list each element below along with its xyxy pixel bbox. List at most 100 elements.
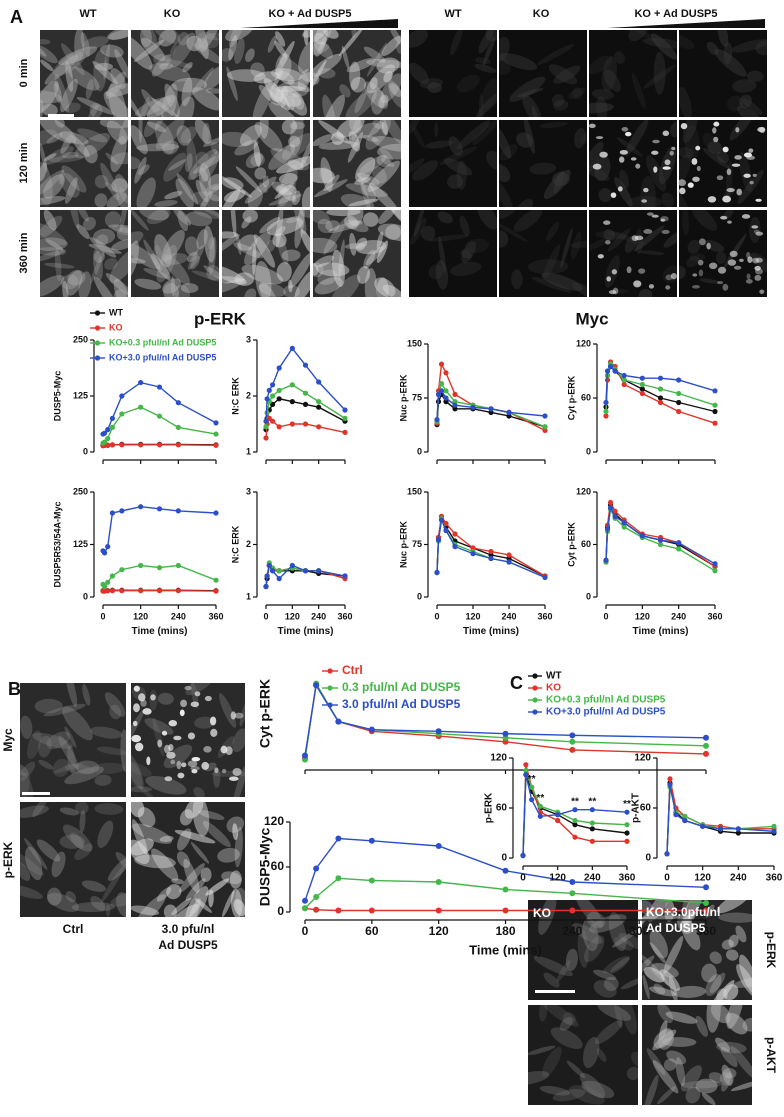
- cells: [589, 120, 677, 207]
- cell: [626, 1066, 638, 1081]
- cell: [742, 98, 763, 116]
- y-tick-label: 150: [407, 338, 422, 348]
- cell: [409, 30, 429, 48]
- cell: [241, 216, 252, 229]
- cells: [20, 802, 126, 917]
- cell: [222, 231, 238, 239]
- cell: [620, 977, 638, 990]
- data-point: [572, 822, 578, 828]
- series-line: [666, 782, 774, 854]
- data-point: [156, 442, 163, 448]
- cell: [428, 264, 443, 280]
- cell: [648, 986, 676, 997]
- cell: [54, 248, 62, 282]
- cell: [40, 120, 77, 144]
- cell: [699, 278, 721, 284]
- micrograph: [40, 120, 128, 207]
- cell: [543, 972, 560, 988]
- cell: [104, 211, 122, 228]
- cell: [255, 260, 272, 297]
- nucleus: [734, 155, 742, 160]
- data-point: [302, 421, 309, 427]
- data-point: [676, 540, 682, 546]
- cell: [148, 63, 191, 82]
- data-point: [119, 411, 125, 417]
- cell: [612, 929, 638, 948]
- data-point: [316, 379, 322, 385]
- cell: [354, 177, 371, 185]
- cell: [638, 250, 665, 256]
- data-point: [105, 579, 111, 585]
- cell: [168, 903, 199, 917]
- data-point: [109, 573, 116, 579]
- cell: [459, 215, 470, 237]
- micrograph: [642, 1005, 752, 1105]
- cell: [104, 692, 126, 717]
- cell: [603, 976, 619, 992]
- cell: [131, 36, 153, 70]
- y-tick-label: 60: [271, 859, 285, 873]
- cell: [233, 242, 264, 259]
- cell: [679, 265, 686, 280]
- nucleus: [741, 214, 751, 219]
- x-tick-label: 240: [671, 611, 686, 621]
- cell: [737, 170, 764, 204]
- cell: [20, 715, 33, 739]
- cells: [313, 120, 401, 207]
- cell: [410, 217, 427, 245]
- data-point: [569, 907, 576, 914]
- cell: [152, 717, 165, 757]
- data-point: [589, 838, 595, 844]
- data-point: [156, 506, 163, 512]
- x-tick-label: 0: [603, 611, 608, 621]
- dose-wedge: [607, 19, 765, 28]
- cell: [62, 280, 69, 297]
- cell: [47, 892, 80, 912]
- cell: [20, 849, 44, 876]
- data-point: [368, 837, 375, 844]
- cell: [516, 132, 533, 148]
- data-point: [105, 588, 111, 594]
- cell: [186, 251, 198, 262]
- cell: [232, 728, 245, 753]
- cell: [346, 219, 369, 233]
- cell: [236, 233, 242, 256]
- nucleus: [180, 699, 188, 708]
- cell: [649, 942, 667, 964]
- cell: [385, 224, 401, 240]
- nucleus: [706, 242, 711, 250]
- nucleus: [626, 266, 632, 274]
- nucleus: [234, 712, 244, 719]
- cell: [730, 39, 767, 53]
- data-point: [624, 822, 630, 828]
- nucleus: [747, 256, 753, 263]
- cell: [229, 870, 242, 889]
- nucleus: [190, 766, 200, 771]
- cell: [206, 265, 219, 281]
- cell: [278, 173, 298, 185]
- cell: [111, 152, 128, 165]
- data-point: [676, 546, 682, 552]
- cell: [379, 120, 389, 136]
- cell: [131, 240, 139, 278]
- cell: [531, 277, 572, 293]
- cell: [344, 243, 365, 249]
- cell: [25, 846, 43, 881]
- cell: [106, 192, 127, 207]
- data-point: [572, 817, 578, 824]
- data-point: [555, 812, 561, 818]
- micrograph: [499, 120, 587, 207]
- cell: [481, 77, 497, 110]
- cell: [200, 867, 212, 882]
- data-point: [657, 541, 664, 548]
- cell: [268, 144, 296, 170]
- cell: [513, 210, 543, 232]
- nucleus: [599, 151, 608, 158]
- cell: [151, 848, 179, 881]
- nucleus: [166, 751, 176, 759]
- data-point: [607, 499, 614, 506]
- cells: [679, 30, 767, 117]
- cell: [187, 244, 205, 270]
- image-background: [679, 210, 767, 297]
- cell: [134, 854, 176, 869]
